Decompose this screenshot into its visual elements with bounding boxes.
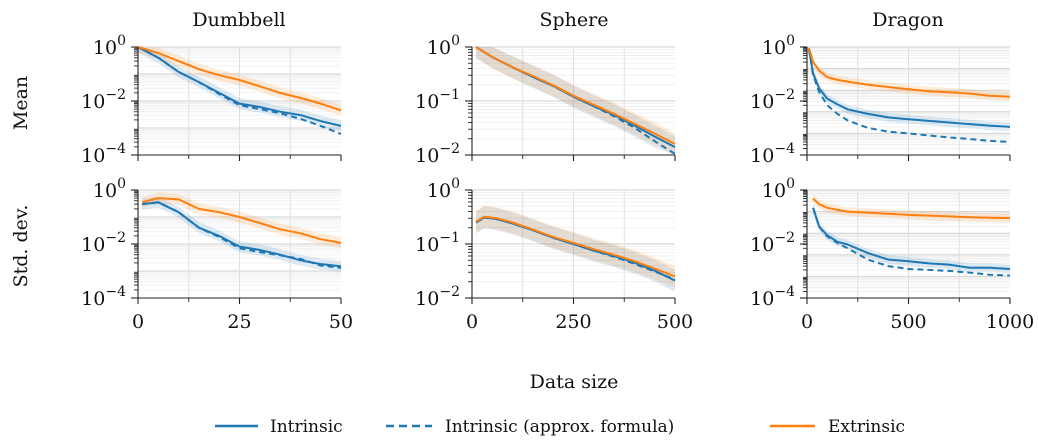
x-tick-label: 250 — [555, 311, 591, 333]
band-extrinsic — [813, 194, 1010, 223]
y-tick-exponent: −2 — [774, 87, 795, 103]
y-tick-label: 100 — [762, 33, 795, 59]
legend-label-intrinsic-approx: Intrinsic (approx. formula) — [445, 417, 674, 437]
band-intrinsic — [142, 196, 341, 272]
x-tick-label: 500 — [890, 311, 926, 333]
legend-label-intrinsic: Intrinsic — [270, 417, 343, 437]
x-tick-label: 50 — [329, 311, 353, 333]
y-tick-label: 10−4 — [81, 284, 126, 310]
y-tick-exponent: 0 — [451, 176, 460, 192]
y-tick-exponent: −1 — [439, 230, 460, 246]
y-tick-exponent: −4 — [774, 141, 795, 157]
x-tick-label: 0 — [466, 311, 478, 333]
series-line-intrinsic — [137, 46, 342, 127]
x-tick-label: 1000 — [986, 311, 1034, 333]
y-tick-label: 100 — [427, 33, 460, 59]
y-tick-exponent: 0 — [451, 33, 460, 49]
y-tick-exponent: 0 — [117, 33, 126, 49]
panel-5: 100 10−1 10−2 0 250 500 — [415, 176, 693, 333]
series-line-extrinsic — [475, 46, 676, 145]
band-intrinsic — [138, 47, 341, 132]
series-line-intrinsic-approx — [808, 48, 1011, 143]
x-tick-label: 500 — [657, 311, 693, 333]
panel-4: 100 10−2 10−4 0 25 50 — [81, 176, 353, 333]
y-tick-label: 10−4 — [750, 141, 795, 167]
band-intrinsic — [809, 47, 1010, 132]
y-tick-label: 10−2 — [750, 230, 795, 256]
series-line-extrinsic — [475, 215, 676, 278]
x-tick-label: 0 — [132, 311, 144, 333]
y-tick-label: 10−4 — [750, 284, 795, 310]
y-tick-exponent: −2 — [439, 284, 460, 300]
y-tick-exponent: 0 — [786, 33, 795, 49]
col-title-dragon: Dragon — [872, 9, 943, 31]
panel-6: 100 10−2 10−4 0 500 1000 — [750, 176, 1034, 333]
series-line-extrinsic — [137, 46, 342, 112]
y-tick-exponent: 0 — [117, 176, 126, 192]
y-tick-exponent: −2 — [105, 230, 126, 246]
series-line-intrinsic-approx — [141, 201, 342, 269]
row-label-std: Std. dev. — [10, 205, 32, 288]
x-axis-label: Data size — [530, 371, 619, 393]
y-tick-label: 10−2 — [750, 87, 795, 113]
panel-2: 100 10−1 10−2 — [415, 33, 676, 167]
legend: Intrinsic Intrinsic (approx. formula) Ex… — [215, 417, 905, 437]
series-line-intrinsic-approx — [812, 207, 1011, 277]
y-tick-label: 10−2 — [81, 230, 126, 256]
series-line-intrinsic — [808, 48, 1011, 128]
y-tick-exponent: −1 — [439, 87, 460, 103]
y-tick-exponent: −2 — [105, 87, 126, 103]
x-tick-label: 0 — [801, 311, 813, 333]
series-line-extrinsic — [141, 197, 342, 244]
y-tick-label: 10−1 — [415, 230, 460, 256]
y-tick-label: 10−1 — [415, 87, 460, 113]
panel-3: 100 10−2 10−4 — [750, 33, 1011, 167]
legend-label-extrinsic: Extrinsic — [828, 417, 905, 437]
y-tick-label: 100 — [93, 176, 126, 202]
series-line-extrinsic — [808, 47, 1011, 98]
panels: 100 10−2 10−4 100 10−1 10−2 100 10−2 10−4 100 10−2… — [81, 33, 1034, 333]
y-tick-exponent: 0 — [786, 176, 795, 192]
y-tick-label: 10−2 — [415, 141, 460, 167]
panel-1: 100 10−2 10−4 — [81, 33, 342, 167]
col-title-dumbbell: Dumbbell — [192, 9, 285, 31]
y-tick-exponent: −2 — [774, 230, 795, 246]
y-tick-label: 10−4 — [81, 141, 126, 167]
y-tick-label: 100 — [427, 176, 460, 202]
y-tick-exponent: −2 — [439, 141, 460, 157]
series-line-extrinsic — [812, 197, 1011, 220]
x-tick-label: 25 — [227, 311, 251, 333]
y-tick-label: 10−2 — [415, 284, 460, 310]
y-tick-label: 10−2 — [81, 87, 126, 113]
y-tick-exponent: −4 — [105, 141, 126, 157]
row-label-mean: Mean — [10, 76, 32, 130]
y-tick-exponent: −4 — [774, 284, 795, 300]
y-tick-label: 100 — [93, 33, 126, 59]
y-tick-exponent: −4 — [105, 284, 126, 300]
y-tick-label: 100 — [762, 176, 795, 202]
band-extrinsic — [809, 47, 1010, 102]
col-title-sphere: Sphere — [540, 9, 609, 31]
band-intrinsic — [813, 203, 1010, 274]
